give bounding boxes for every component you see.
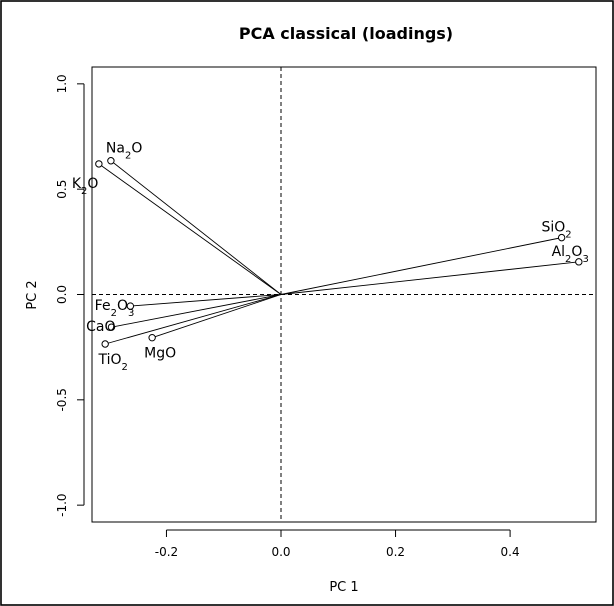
loading-point-tio2: [101, 340, 109, 348]
loading-label-sio2: SiO2: [541, 220, 571, 241]
loading-line-na2o: [110, 160, 282, 295]
x-tick-label: 0.2: [386, 545, 405, 559]
x-tick-label: -0.2: [155, 545, 178, 559]
x-axis-title: PC 1: [329, 580, 358, 595]
y-tick-label: 1.0: [55, 74, 69, 93]
loading-line-sio2: [280, 237, 562, 295]
loading-point-cao: [107, 323, 116, 331]
loading-label-tio2: TiO2: [97, 352, 127, 373]
loading-point-k2o: [95, 160, 103, 168]
y-tick-label: -0.5: [55, 388, 69, 411]
y-axis: -1.0 -0.5 0.0 0.5 1.0: [55, 74, 85, 517]
y-tick-label: -1.0: [55, 493, 69, 516]
loading-line-al2o3: [280, 261, 579, 295]
loading-label-k2o: K2O: [72, 176, 99, 197]
x-tick-label: 0.4: [501, 545, 520, 559]
loading-line-tio2: [105, 294, 282, 345]
loading-line-mgo: [151, 294, 282, 339]
loading-label-cao: CaO: [86, 319, 115, 335]
loading-point-fe2o3: [126, 302, 135, 310]
y-tick-label: 0.5: [55, 180, 69, 199]
loading-label-na2o: Na2O: [106, 141, 142, 162]
loading-point-al2o3: [575, 258, 583, 266]
loading-label-fe2o3: Fe2O3: [95, 298, 135, 319]
chart-title: PCA classical (loadings): [239, 24, 453, 43]
loading-label-mgo: MgO: [144, 346, 176, 362]
y-axis-title: PC 2: [25, 280, 40, 309]
x-axis: -0.2 0.0 0.2 0.4: [155, 529, 520, 559]
loading-line-fe2o3: [130, 294, 282, 307]
loading-label-al2o3: Al2O3: [552, 244, 589, 265]
y-tick-label: 0.0: [55, 285, 69, 304]
loading-point-na2o: [107, 157, 115, 165]
loading-point-sio2: [557, 233, 566, 242]
loading-line-cao: [111, 294, 282, 328]
x-tick-label: 0.0: [271, 545, 290, 559]
loading-point-mgo: [148, 333, 156, 342]
loading-line-k2o: [98, 163, 282, 295]
